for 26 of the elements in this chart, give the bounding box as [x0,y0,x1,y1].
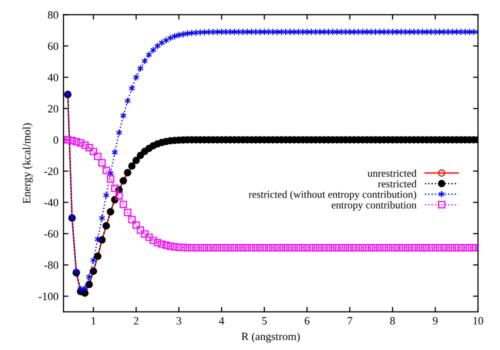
x-axis-title: R (angstrom) [242,332,300,342]
x-tick-label: 1 [92,317,96,324]
x-tick-label: 2 [134,317,138,324]
x-tick-label: 6 [304,317,310,325]
y-tick-label: -40 [44,198,58,206]
y-tick-label: 20 [48,105,58,112]
y-tick-label: 0 [54,136,58,144]
x-tick-label: 7 [348,317,352,324]
x-tick-label: 5 [262,317,267,325]
y-tick-label: 40 [48,74,58,82]
x-tick-label: 4 [219,317,224,324]
y-tick-label: 80 [48,11,58,19]
x-tick-label: 8 [390,317,395,325]
y-axis-title: Energy (kcal/mol) [22,123,33,204]
x-tick-label: 10 [473,317,484,325]
y-tick-label: -80 [44,261,58,269]
y-tick-label: -20 [44,168,58,176]
legend-label: unrestricted [368,169,416,177]
y-tick-label: -60 [44,230,58,238]
legend-label: entropy contribution [332,201,416,211]
y-tick-label: -100 [38,292,58,300]
y-tick-label: 60 [48,42,58,50]
x-tick-label: 9 [432,317,438,325]
legend-label: restricted [378,180,416,188]
x-tick-label: 3 [176,317,182,325]
legend-label: restricted (without entropy contribution) [248,190,416,200]
